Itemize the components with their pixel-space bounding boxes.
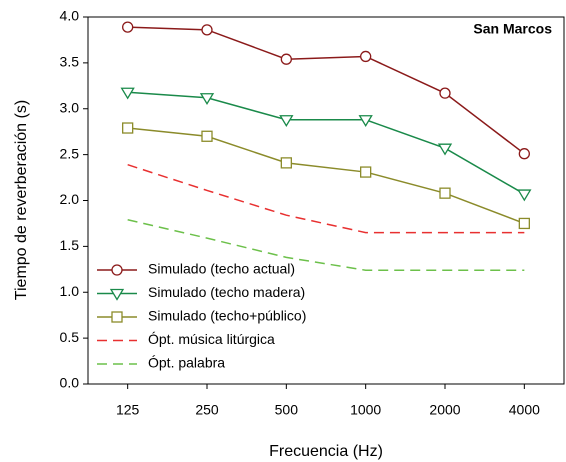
marker xyxy=(111,264,123,276)
x-tick-label: 1000 xyxy=(350,402,381,418)
marker xyxy=(517,189,532,202)
series-line xyxy=(127,26,525,155)
x-tick-label: 2000 xyxy=(429,402,460,418)
marker xyxy=(358,115,373,128)
marker xyxy=(111,311,123,323)
y-tick-label: 1.0 xyxy=(60,283,80,299)
marker xyxy=(109,288,125,301)
marker xyxy=(360,166,372,178)
x-tick-label: 250 xyxy=(195,402,219,418)
x-tick-label: 4000 xyxy=(509,402,540,418)
legend-label: Ópt. palabra xyxy=(148,355,225,371)
marker xyxy=(201,130,213,142)
series-line xyxy=(127,91,525,195)
series-line xyxy=(127,219,525,271)
series-line xyxy=(127,127,525,225)
marker xyxy=(518,217,530,230)
annotation: San Marcos xyxy=(473,21,552,37)
y-tick-label: 0.5 xyxy=(60,329,80,345)
y-tick-label: 0.0 xyxy=(60,375,80,391)
marker xyxy=(280,157,292,169)
marker xyxy=(122,122,134,134)
y-axis-label: Tiempo de reverberación (s) xyxy=(13,100,30,300)
y-tick-label: 2.5 xyxy=(60,145,80,161)
plot-frame xyxy=(87,16,565,385)
marker xyxy=(439,87,451,99)
y-tick-label: 4.0 xyxy=(60,8,80,24)
marker xyxy=(439,187,451,199)
marker xyxy=(120,87,135,100)
marker xyxy=(279,115,294,128)
marker xyxy=(201,24,213,36)
y-tick-label: 3.0 xyxy=(60,99,80,115)
marker xyxy=(122,21,134,33)
y-tick-label: 1.5 xyxy=(60,237,80,253)
y-tick-label: 3.5 xyxy=(60,54,80,70)
legend-label: Simulado (techo actual) xyxy=(148,261,295,277)
x-tick-label: 500 xyxy=(275,402,299,418)
x-axis-label: Frecuencia (Hz) xyxy=(269,443,383,460)
marker xyxy=(199,93,215,106)
marker xyxy=(360,50,372,63)
y-tick-label: 2.0 xyxy=(60,191,80,207)
legend-label: Simulado (techo+público) xyxy=(148,308,306,324)
legend-label: Ópt. música litúrgica xyxy=(148,331,275,347)
marker xyxy=(518,148,530,160)
marker xyxy=(280,53,292,65)
x-tick-label: 125 xyxy=(116,402,140,418)
marker xyxy=(437,143,453,156)
legend-label: Simulado (techo madera) xyxy=(148,284,305,300)
series-line xyxy=(127,164,525,234)
